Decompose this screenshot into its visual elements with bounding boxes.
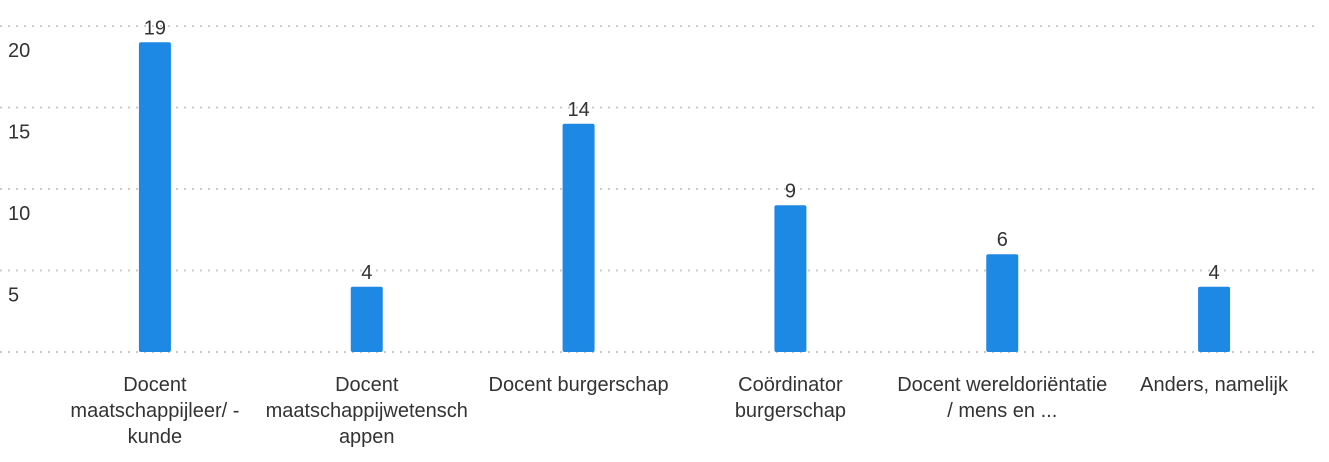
bar — [774, 205, 807, 352]
bar — [562, 123, 595, 352]
x-tick-label: Docent maatschappijleer/ -kunde — [70, 374, 240, 448]
x-tick-label: Anders, namelijk — [1140, 374, 1288, 396]
x-tick-label: Docent wereldoriëntatie / mens en ... — [897, 374, 1108, 422]
y-tick-label: 10 — [8, 203, 30, 225]
bar — [350, 286, 383, 352]
bar — [986, 254, 1019, 352]
value-label: 6 — [997, 229, 1008, 251]
value-label: 14 — [567, 99, 589, 121]
x-tick-label: Docent burgerschap — [488, 374, 669, 396]
value-label: 4 — [1209, 262, 1220, 284]
y-tick-label: 5 — [8, 285, 19, 307]
x-tick-label: Docent maatschappijwetenschappen — [265, 374, 468, 448]
bar — [1198, 286, 1231, 352]
value-label: 19 — [144, 17, 166, 39]
value-label: 4 — [361, 262, 372, 284]
x-tick-label: Coördinator burgerschap — [734, 374, 846, 422]
y-tick-label: 20 — [8, 40, 30, 62]
y-tick-label: 15 — [8, 122, 30, 144]
bar — [138, 42, 171, 353]
value-label: 9 — [785, 180, 796, 202]
